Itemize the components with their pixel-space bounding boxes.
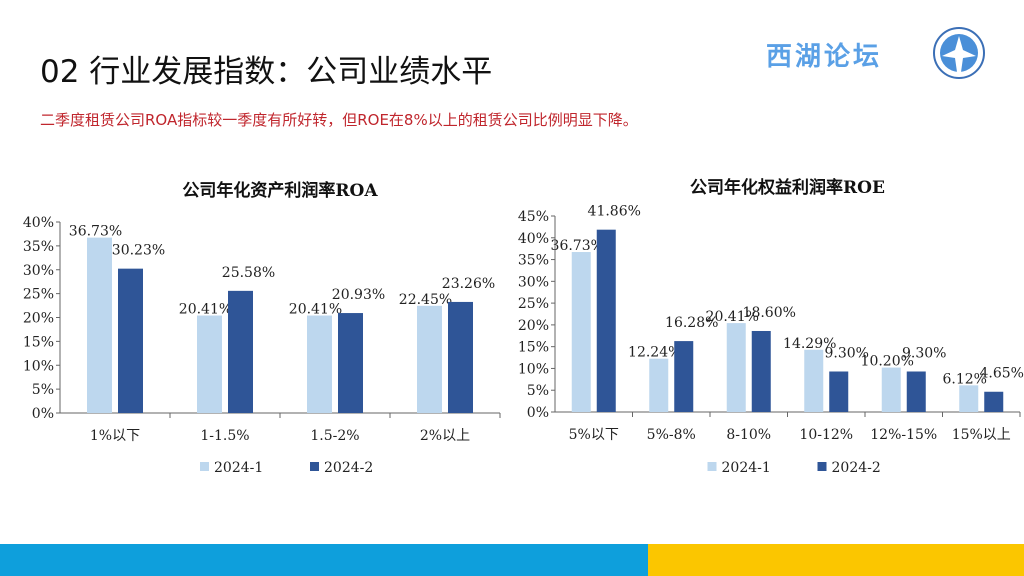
data-label: 9.30% <box>902 345 946 361</box>
brand-logo-text: 西湖论坛 <box>766 42 883 72</box>
data-label: 36.73% <box>69 224 122 240</box>
bar-2024-1 <box>726 323 746 412</box>
footer-band-yellow <box>648 544 1024 576</box>
forum-emblem-icon <box>933 27 985 79</box>
y-tick-label: 40% <box>23 215 54 231</box>
y-tick-label: 5% <box>32 382 54 398</box>
data-label: 41.86% <box>588 204 641 220</box>
legend-swatch <box>817 462 827 471</box>
data-label: 25.58% <box>222 265 275 281</box>
x-tick-label: 15%以上 <box>952 427 1011 443</box>
bar-2024-1 <box>571 252 591 412</box>
y-tick-label: 10% <box>518 361 549 377</box>
data-label: 22.45% <box>399 292 452 308</box>
y-tick-label: 25% <box>23 287 54 303</box>
bar-2024-2 <box>228 290 253 413</box>
legend-swatch <box>310 462 319 471</box>
bar-2024-2 <box>906 371 926 412</box>
data-label: 20.41% <box>289 302 342 318</box>
x-tick-label: 2%以上 <box>420 428 470 444</box>
bar-2024-1 <box>649 358 669 412</box>
footer-band-blue <box>0 544 648 576</box>
data-label: 12.24% <box>628 345 681 361</box>
bar-2024-1 <box>804 349 824 412</box>
y-tick-label: 0% <box>527 405 549 421</box>
bar-2024-1 <box>87 237 112 413</box>
chart-title: 公司年化权益利润率ROE <box>690 177 885 198</box>
bar-2024-2 <box>118 268 143 413</box>
bar-2024-2 <box>596 229 616 412</box>
x-tick-label: 1-1.5% <box>200 428 249 444</box>
bar-2024-2 <box>751 330 771 412</box>
bar-2024-2 <box>829 371 849 412</box>
legend-swatch <box>707 462 717 471</box>
y-tick-label: 5% <box>527 383 549 399</box>
y-tick-label: 0% <box>32 406 54 422</box>
data-label: 6.12% <box>943 371 987 387</box>
data-label: 9.30% <box>825 345 869 361</box>
x-tick-label: 10-12% <box>799 427 853 443</box>
bar-2024-1 <box>417 305 442 413</box>
legend-swatch <box>200 462 209 471</box>
y-tick-label: 15% <box>518 340 549 356</box>
bar-2024-2 <box>674 341 694 412</box>
x-tick-label: 12%-15% <box>870 427 937 443</box>
data-label: 20.93% <box>332 287 385 303</box>
bar-2024-1 <box>197 315 222 413</box>
data-label: 20.41% <box>179 302 232 318</box>
x-tick-label: 1.5-2% <box>310 428 359 444</box>
data-label: 14.29% <box>783 336 836 352</box>
data-label: 16.28% <box>665 315 718 331</box>
legend-label: 2024-2 <box>832 460 881 476</box>
data-label: 23.26% <box>442 276 495 292</box>
y-tick-label: 30% <box>518 274 549 290</box>
y-tick-label: 30% <box>23 263 54 279</box>
y-tick-label: 10% <box>23 358 54 374</box>
chart-title: 公司年化资产利润率ROA <box>182 180 378 201</box>
legend-label: 2024-1 <box>722 460 771 476</box>
bar-2024-1 <box>881 367 901 412</box>
data-label: 30.23% <box>112 243 165 259</box>
x-tick-label: 5%以下 <box>569 427 619 443</box>
bar-2024-1 <box>307 315 332 413</box>
legend-label: 2024-2 <box>324 460 373 476</box>
bar-2024-2 <box>338 313 363 413</box>
data-label: 4.65% <box>980 366 1024 382</box>
data-label: 20.41% <box>706 309 759 325</box>
bar-2024-2 <box>984 391 1004 412</box>
bar-2024-2 <box>448 301 473 413</box>
y-tick-label: 35% <box>23 239 54 255</box>
page-title: 02 行业发展指数：公司业绩水平 <box>40 54 493 90</box>
y-tick-label: 45% <box>518 209 549 225</box>
data-label: 18.60% <box>743 305 796 321</box>
y-tick-label: 25% <box>518 296 549 312</box>
y-tick-label: 20% <box>518 318 549 334</box>
y-tick-label: 15% <box>23 334 54 350</box>
x-tick-label: 5%-8% <box>647 427 696 443</box>
bar-2024-1 <box>959 385 979 412</box>
y-tick-label: 20% <box>23 311 54 327</box>
x-tick-label: 8-10% <box>726 427 771 443</box>
data-label: 36.73% <box>551 238 604 254</box>
data-label: 10.20% <box>861 354 914 370</box>
y-tick-label: 35% <box>518 253 549 269</box>
page-subtitle: 二季度租赁公司ROA指标较一季度有所好转，但ROE在8%以上的租赁公司比例明显下… <box>40 111 638 129</box>
y-tick-label: 40% <box>518 231 549 247</box>
x-tick-label: 1%以下 <box>90 428 140 444</box>
legend-label: 2024-1 <box>214 460 263 476</box>
